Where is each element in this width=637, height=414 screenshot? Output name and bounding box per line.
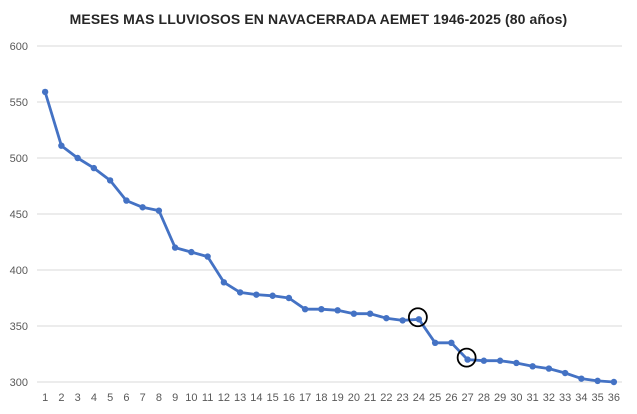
data-point (188, 248, 195, 256)
highlight-circle (407, 307, 428, 328)
data-point (106, 177, 114, 184)
x-tick-label: 1 (42, 392, 48, 404)
data-point (58, 142, 65, 149)
x-tick-label: 13 (234, 392, 246, 404)
data-point (496, 357, 504, 364)
x-tick-label: 10 (185, 392, 197, 404)
x-tick-label: 29 (494, 392, 506, 404)
x-tick-label: 28 (478, 392, 490, 404)
y-tick-label: 400 (10, 265, 28, 277)
data-point (74, 154, 81, 162)
data-point (269, 292, 276, 299)
highlight-markers (407, 307, 477, 368)
y-tick-label: 350 (10, 321, 28, 333)
x-tick-label: 35 (592, 392, 604, 404)
x-tick-label: 21 (364, 392, 376, 404)
series-line (43, 91, 614, 384)
data-point (431, 339, 439, 346)
x-tick-label: 23 (397, 392, 409, 404)
x-tick-label: 5 (107, 392, 113, 404)
data-point (513, 359, 520, 367)
y-tick-label: 300 (10, 377, 28, 389)
y-tick-label: 450 (10, 209, 28, 221)
data-point (594, 377, 601, 385)
x-tick-label: 18 (315, 392, 327, 404)
x-tick-label: 26 (445, 392, 457, 404)
x-tick-label: 7 (140, 392, 146, 404)
x-tick-label: 15 (267, 392, 279, 404)
data-point (366, 310, 374, 317)
x-tick-label: 20 (348, 392, 360, 404)
data-point (236, 289, 244, 296)
chart-title: MESES MAS LLUVIOSOS EN NAVACERRADA AEMET… (69, 11, 568, 27)
x-tick-label: 14 (250, 392, 262, 404)
x-tick-label: 31 (527, 392, 539, 404)
data-point (350, 310, 358, 317)
x-tick-label: 3 (75, 392, 81, 404)
highlight-circle (456, 347, 477, 368)
x-tick-label: 27 (462, 392, 474, 404)
y-tick-label: 500 (10, 153, 28, 165)
x-tick-label: 6 (123, 392, 129, 404)
x-tick-label: 8 (156, 392, 162, 404)
data-point (204, 253, 211, 260)
y-tick-label: 600 (10, 41, 28, 53)
x-tick-label: 9 (172, 392, 178, 404)
data-point (561, 369, 569, 377)
y-axis-ticks: 300 350 400 450 500 550 600 (10, 41, 28, 389)
data-point (415, 316, 423, 323)
y-tick-label: 550 (10, 97, 28, 109)
x-axis-ticks: 1 2 3 4 5 6 7 8 9 10 11 12 13 14 15 16 17 18 19 20 21 22 23 24 2… (42, 392, 620, 404)
x-tick-label: 2 (58, 392, 64, 404)
data-point (171, 244, 179, 251)
x-tick-label: 19 (332, 392, 344, 404)
data-point (253, 291, 260, 298)
x-tick-label: 12 (218, 392, 230, 404)
x-tick-label: 17 (299, 392, 311, 404)
data-point (334, 307, 341, 314)
x-tick-label: 34 (575, 392, 587, 404)
x-tick-label: 25 (429, 392, 441, 404)
data-point (123, 197, 130, 204)
data-point (139, 204, 146, 211)
data-point (41, 88, 49, 96)
data-point (545, 365, 553, 372)
data-point (90, 164, 98, 172)
data-point (383, 314, 390, 322)
x-tick-label: 22 (380, 392, 392, 404)
x-tick-label: 36 (608, 392, 620, 404)
x-tick-label: 16 (283, 392, 295, 404)
x-tick-label: 24 (413, 392, 425, 404)
data-point (480, 357, 488, 364)
data-point (301, 306, 309, 313)
gridlines (37, 45, 622, 383)
x-tick-label: 11 (202, 392, 213, 404)
x-tick-label: 4 (91, 392, 97, 404)
x-tick-label: 30 (510, 392, 522, 404)
data-point (464, 356, 471, 363)
x-tick-label: 33 (559, 392, 571, 404)
data-point (220, 279, 228, 286)
series-line-layer (43, 91, 614, 384)
data-point (578, 375, 585, 382)
data-points (41, 88, 618, 386)
data-point (155, 207, 163, 214)
data-point (448, 339, 455, 346)
data-point (318, 306, 325, 313)
data-point (285, 294, 293, 302)
data-point (399, 317, 406, 324)
x-tick-label: 32 (543, 392, 555, 404)
data-point (610, 378, 618, 386)
data-point (529, 363, 536, 370)
